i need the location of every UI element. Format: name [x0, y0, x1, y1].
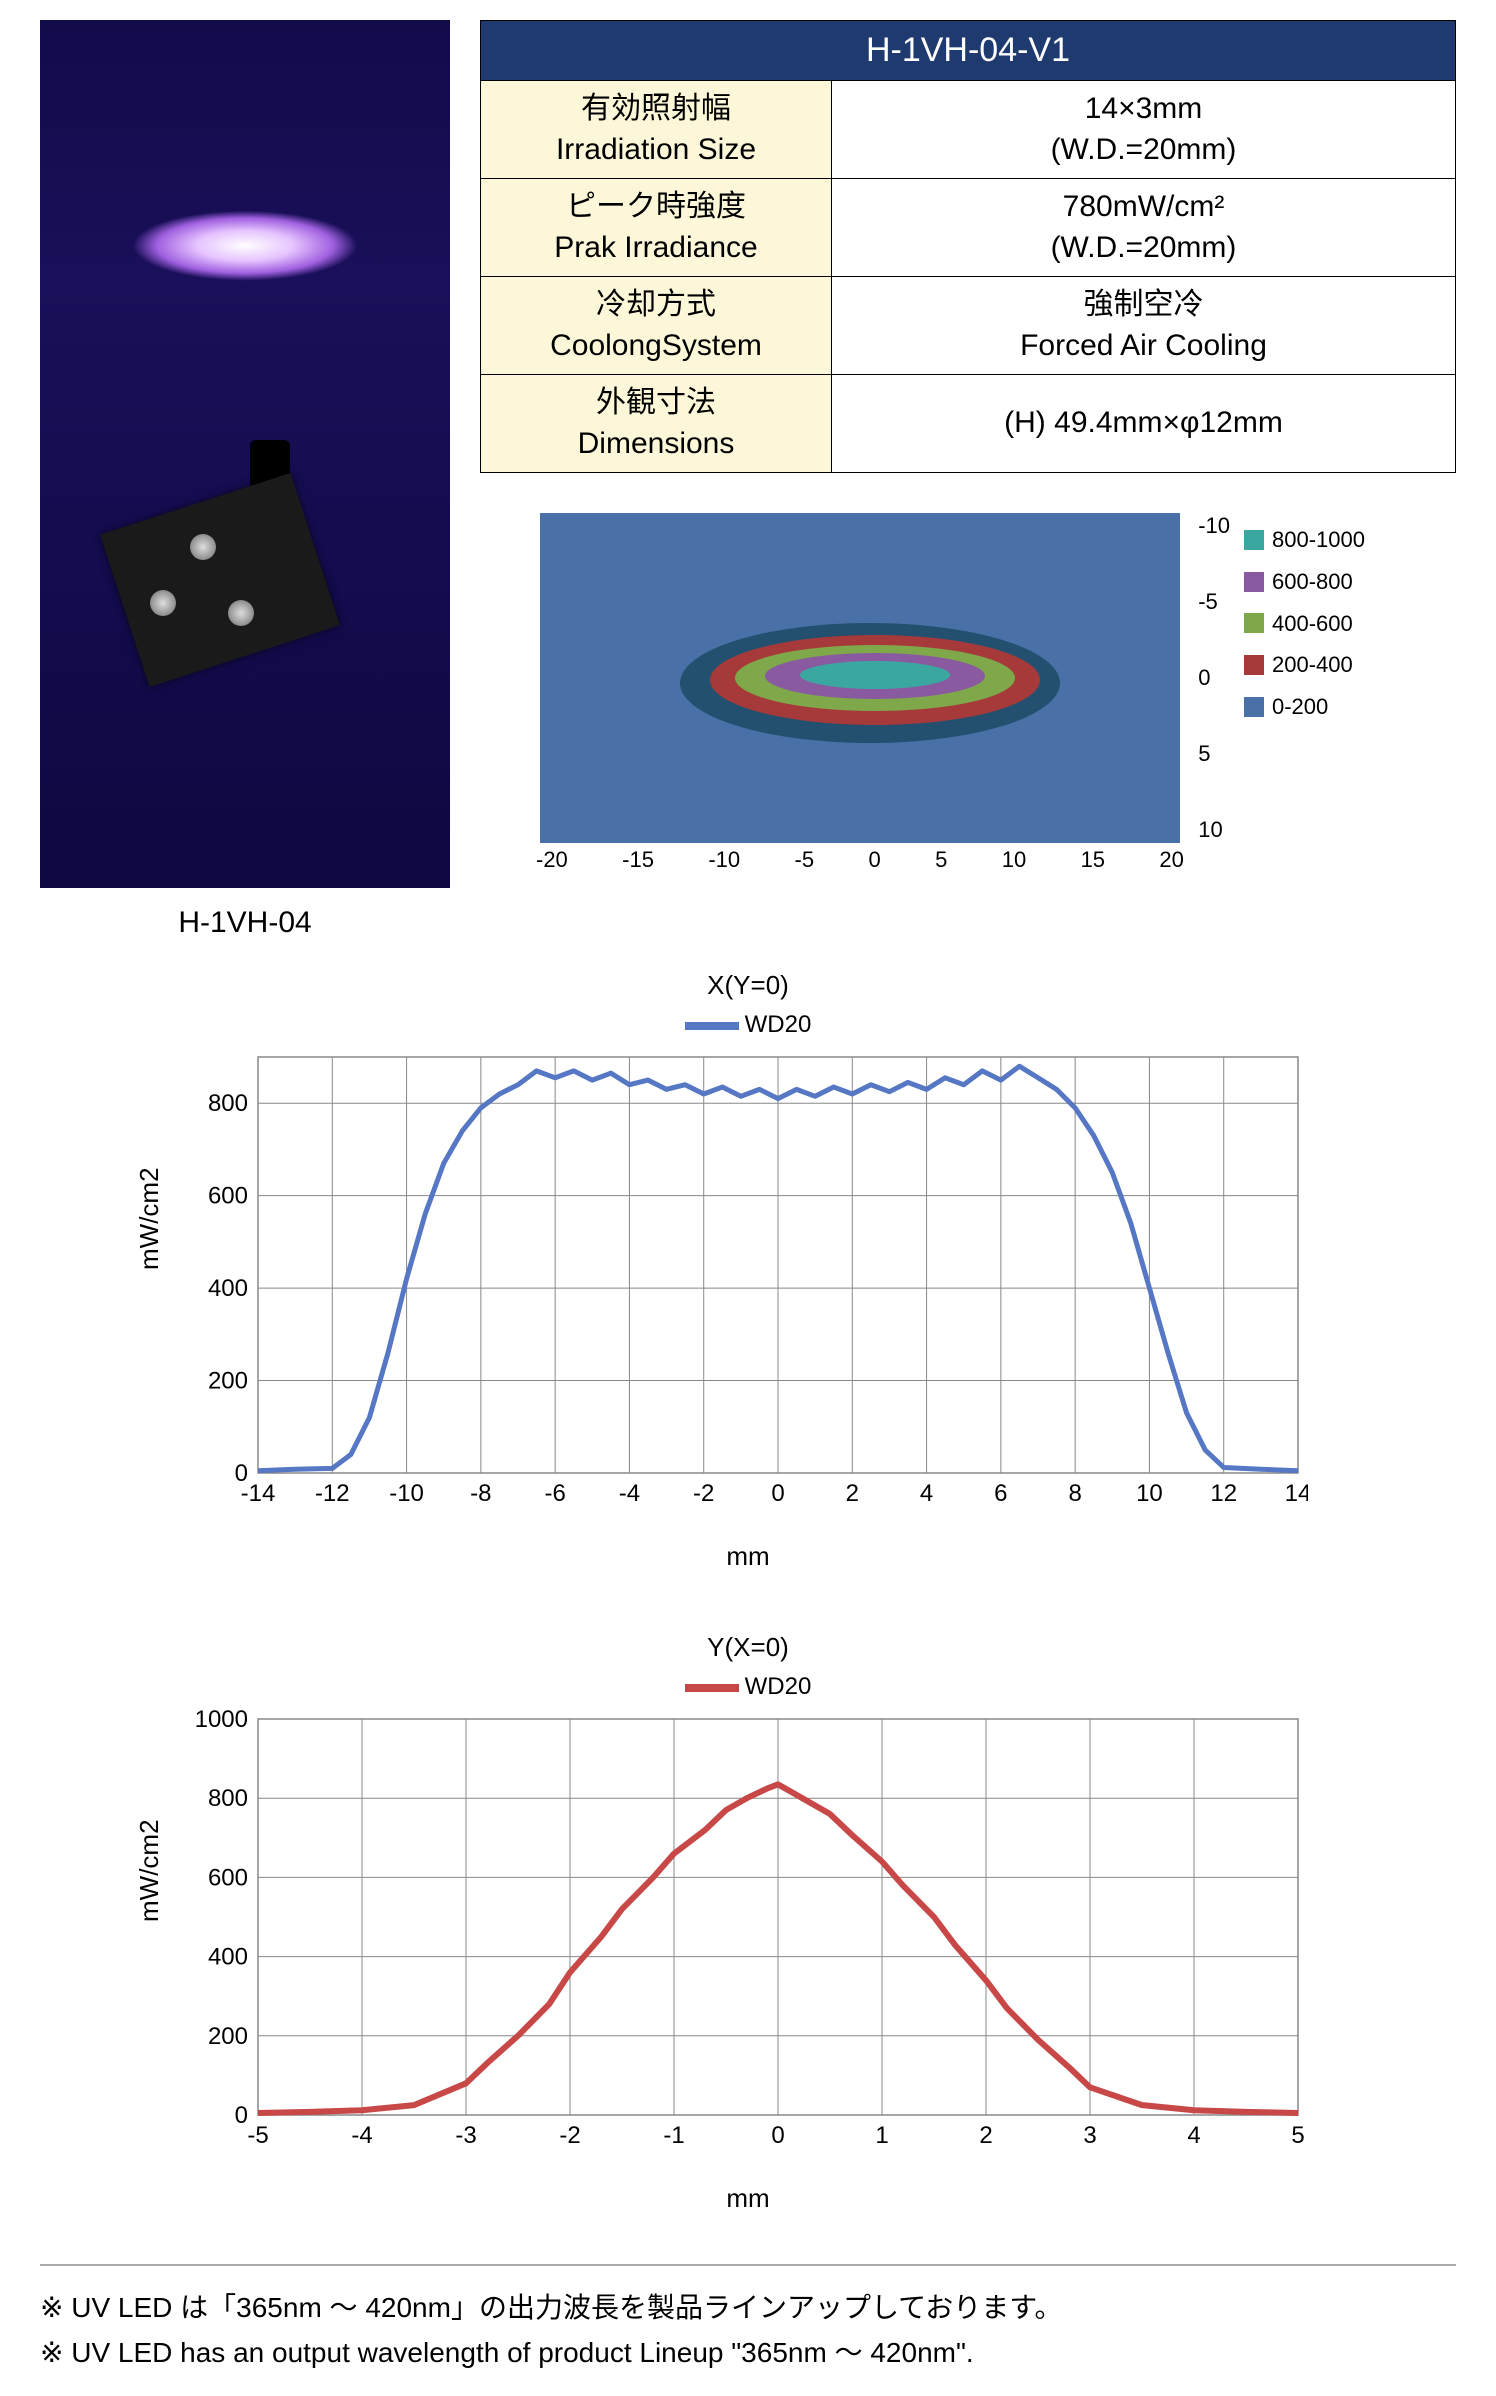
chart-y-series-label: WD20: [745, 1673, 812, 1700]
spec-label: 冷却方式CoolongSystem: [481, 277, 832, 375]
svg-text:-6: -6: [544, 1480, 565, 1507]
svg-text:0: 0: [771, 2122, 784, 2149]
svg-text:-3: -3: [455, 2122, 476, 2149]
chart-y-xlabel: mm: [180, 2183, 1316, 2214]
heatmap-y-axis: -10-50510: [1198, 513, 1230, 843]
heatmap-legend: 800-1000600-800400-600200-4000-200: [1244, 513, 1365, 728]
svg-text:0: 0: [235, 1460, 248, 1487]
chart-x-legend: WD20: [180, 1011, 1316, 1039]
svg-text:200: 200: [208, 2023, 248, 2050]
svg-text:-12: -12: [315, 1480, 350, 1507]
svg-text:200: 200: [208, 1368, 248, 1395]
svg-text:8: 8: [1068, 1480, 1081, 1507]
spec-value: 14×3mm(W.D.=20mm): [832, 81, 1456, 179]
svg-text:800: 800: [208, 1090, 248, 1117]
svg-text:5: 5: [1291, 2122, 1304, 2149]
svg-text:10: 10: [1136, 1480, 1163, 1507]
chart-y-legend: WD20: [180, 1673, 1316, 1701]
svg-text:-2: -2: [693, 1480, 714, 1507]
spec-label: 有効照射幅Irradiation Size: [481, 81, 832, 179]
footnote-jp: ※ UV LED は「365nm ～ 420nm」の出力波長を製品ラインアップし…: [40, 2286, 1456, 2331]
heatmap: -10-50510 -20-15-10-505101520 800-100060…: [480, 513, 1456, 873]
spec-label: ピーク時強度Prak Irradiance: [481, 179, 832, 277]
product-photo: [40, 20, 450, 888]
chart-y-title: Y(X=0): [180, 1632, 1316, 1663]
svg-text:2: 2: [979, 2122, 992, 2149]
svg-text:1: 1: [875, 2122, 888, 2149]
svg-text:-4: -4: [351, 2122, 372, 2149]
separator: [40, 2264, 1456, 2266]
svg-text:14: 14: [1285, 1480, 1308, 1507]
svg-text:4: 4: [920, 1480, 933, 1507]
spec-table: H-1VH-04-V1 有効照射幅Irradiation Size14×3mm(…: [480, 20, 1456, 473]
chart-x-plot: -14-12-10-8-6-4-202468101214020040060080…: [188, 1047, 1308, 1507]
svg-text:400: 400: [208, 1944, 248, 1971]
svg-text:0: 0: [235, 2102, 248, 2129]
chart-y-plot: -5 -4 -3 -2 -1 0 1 2 3 4 5 0 200 400 600 800 1000: [188, 1709, 1308, 2149]
heatmap-x-axis: -20-15-10-505101520: [536, 847, 1184, 873]
svg-text:800: 800: [208, 1785, 248, 1812]
spec-table-header: H-1VH-04-V1: [481, 21, 1456, 81]
svg-text:-5: -5: [247, 2122, 268, 2149]
svg-text:2: 2: [846, 1480, 859, 1507]
svg-text:12: 12: [1210, 1480, 1237, 1507]
svg-text:0: 0: [771, 1480, 784, 1507]
svg-text:400: 400: [208, 1275, 248, 1302]
svg-text:-4: -4: [619, 1480, 640, 1507]
heatmap-canvas: [540, 513, 1180, 843]
svg-text:4: 4: [1187, 2122, 1200, 2149]
chart-x-ylabel: mW/cm2: [134, 1167, 165, 1270]
spec-value: 780mW/cm²(W.D.=20mm): [832, 179, 1456, 277]
svg-text:3: 3: [1083, 2122, 1096, 2149]
spec-value: (H) 49.4mm×φ12mm: [832, 375, 1456, 473]
spec-value: 強制空冷Forced Air Cooling: [832, 277, 1456, 375]
svg-text:-2: -2: [559, 2122, 580, 2149]
svg-text:-8: -8: [470, 1480, 491, 1507]
chart-x-xlabel: mm: [180, 1541, 1316, 1572]
product-photo-caption: H-1VH-04: [40, 906, 450, 940]
svg-text:1000: 1000: [195, 1709, 248, 1733]
svg-text:600: 600: [208, 1864, 248, 1891]
svg-text:-10: -10: [389, 1480, 424, 1507]
chart-x-series-label: WD20: [745, 1011, 812, 1038]
spec-label: 外観寸法Dimensions: [481, 375, 832, 473]
svg-text:-1: -1: [663, 2122, 684, 2149]
svg-text:600: 600: [208, 1183, 248, 1210]
chart-y-ylabel: mW/cm2: [134, 1819, 165, 1922]
chart-x-title: X(Y=0): [180, 970, 1316, 1001]
footnote-en: ※ UV LED has an output wavelength of pro…: [40, 2331, 1456, 2376]
svg-text:6: 6: [994, 1480, 1007, 1507]
